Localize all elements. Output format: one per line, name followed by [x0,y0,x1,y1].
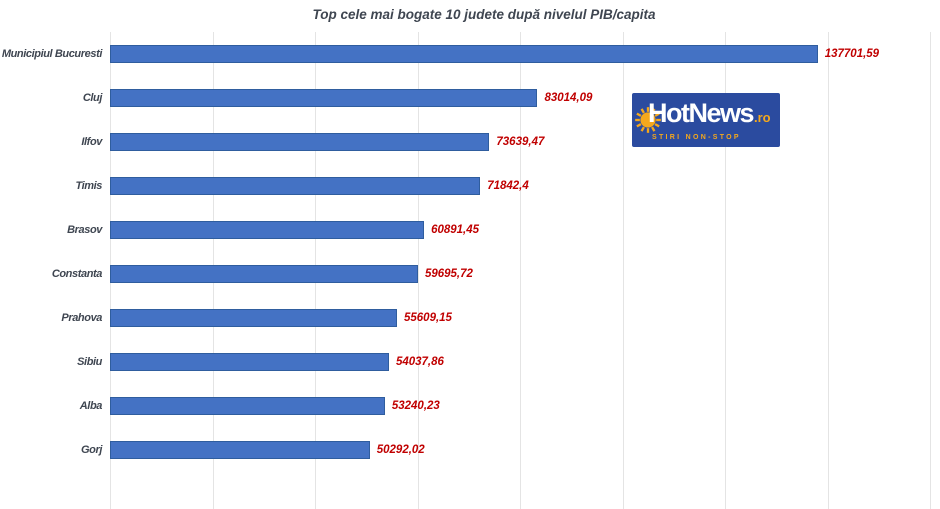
bar [110,397,385,415]
category-label: Prahova [61,312,102,324]
bar-row: 54037,86 [110,340,930,384]
bar-row: 53240,23 [110,384,930,428]
bar-row: 60891,45 [110,208,930,252]
value-label: 50292,02 [376,444,425,456]
plot-area: 137701,59 83014,09 73639,47 71842,4 60891,45… [110,32,931,509]
logo-domain-suffix: .ro [754,110,771,125]
logo-wordmark: HotNews.ro [648,98,771,129]
bar [110,89,538,107]
gridline [930,32,931,509]
bar-row: 83014,09 [110,76,930,120]
bar-row: 55609,15 [110,296,930,340]
value-label: 59695,72 [424,268,473,280]
category-label: Brasov [67,224,102,236]
sun-icon [635,107,661,133]
gridline [622,32,624,509]
bar [110,133,490,151]
bar-row: 50292,02 [110,428,930,472]
category-label: Constanta [51,268,103,280]
category-label: Cluj [82,92,103,104]
bar [110,353,389,371]
bar [110,265,418,283]
value-label: 73639,47 [496,136,545,148]
value-label: 83014,09 [544,92,593,104]
category-label: Ilfov [81,136,102,148]
logo-text: HotNews [648,98,755,128]
category-label: Sibiu [77,356,102,368]
gridline [520,32,521,509]
hotnews-logo: HotNews.ro STIRI NON-STOP [632,93,780,147]
category-label: Alba [79,400,103,412]
bar [110,309,397,327]
value-label: 60891,45 [431,224,480,236]
value-label: 71842,4 [487,180,529,192]
value-label: 54037,86 [395,356,444,368]
chart-title: Top cele mai bogate 10 judete după nivel… [312,7,656,22]
bar [110,441,370,459]
bar-row: 59695,72 [110,252,930,296]
category-label: Municipiul Bucuresti [1,48,103,60]
gridline [417,32,419,509]
gridline [725,32,726,509]
bar-row: 73639,47 [110,120,930,164]
bar-row: 71842,4 [110,164,930,208]
bar [110,45,818,63]
category-label: Gorj [80,444,102,456]
value-label: 137701,59 [824,48,880,60]
category-label: Timis [75,180,102,192]
bar [110,177,481,195]
bar-row: 137701,59 [110,32,930,76]
gridline [827,32,829,509]
value-label: 55609,15 [403,312,452,324]
value-label: 53240,23 [391,400,440,412]
category-axis: Municipiul Bucuresti Cluj Ilfov Timis Brasov… [0,32,103,472]
bar [110,221,425,239]
logo-tagline: STIRI NON-STOP [652,134,741,141]
